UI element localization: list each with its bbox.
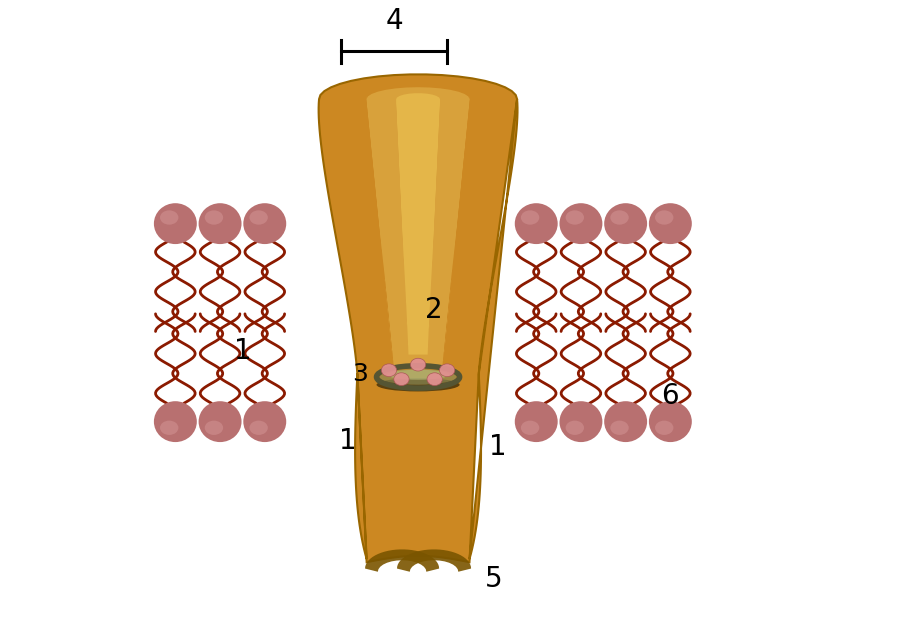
Ellipse shape: [649, 401, 692, 442]
Ellipse shape: [376, 378, 460, 392]
Ellipse shape: [204, 421, 223, 435]
Ellipse shape: [604, 401, 647, 442]
Ellipse shape: [604, 204, 647, 244]
Polygon shape: [365, 550, 439, 572]
Ellipse shape: [649, 204, 692, 244]
Ellipse shape: [382, 364, 397, 377]
Ellipse shape: [154, 204, 197, 244]
Text: 5: 5: [485, 566, 503, 593]
Ellipse shape: [439, 364, 454, 377]
Ellipse shape: [521, 421, 539, 435]
Text: 6: 6: [662, 382, 680, 410]
Ellipse shape: [380, 369, 456, 385]
Ellipse shape: [515, 204, 558, 244]
Polygon shape: [396, 93, 440, 354]
Ellipse shape: [515, 401, 558, 442]
Polygon shape: [397, 550, 471, 572]
Ellipse shape: [160, 421, 178, 435]
Text: 2: 2: [425, 296, 443, 324]
Ellipse shape: [199, 204, 241, 244]
Ellipse shape: [521, 211, 539, 225]
Ellipse shape: [160, 211, 178, 225]
Ellipse shape: [249, 421, 268, 435]
Ellipse shape: [154, 401, 197, 442]
Polygon shape: [319, 74, 518, 562]
Ellipse shape: [655, 211, 673, 225]
Text: 1: 1: [489, 433, 507, 461]
Ellipse shape: [199, 401, 241, 442]
Text: 4: 4: [385, 7, 403, 35]
Ellipse shape: [204, 211, 223, 225]
Polygon shape: [366, 87, 470, 367]
Ellipse shape: [249, 211, 268, 225]
Ellipse shape: [655, 421, 673, 435]
Ellipse shape: [560, 401, 602, 442]
Ellipse shape: [243, 401, 286, 442]
Text: 1: 1: [339, 427, 356, 455]
Ellipse shape: [243, 204, 286, 244]
Ellipse shape: [387, 370, 449, 379]
Text: 3: 3: [353, 361, 368, 386]
Ellipse shape: [610, 211, 629, 225]
Ellipse shape: [427, 373, 442, 386]
Ellipse shape: [565, 421, 584, 435]
Ellipse shape: [565, 211, 584, 225]
Ellipse shape: [560, 204, 602, 244]
Ellipse shape: [610, 421, 629, 435]
Text: 1: 1: [234, 338, 251, 365]
Ellipse shape: [394, 373, 410, 386]
Ellipse shape: [410, 358, 426, 371]
